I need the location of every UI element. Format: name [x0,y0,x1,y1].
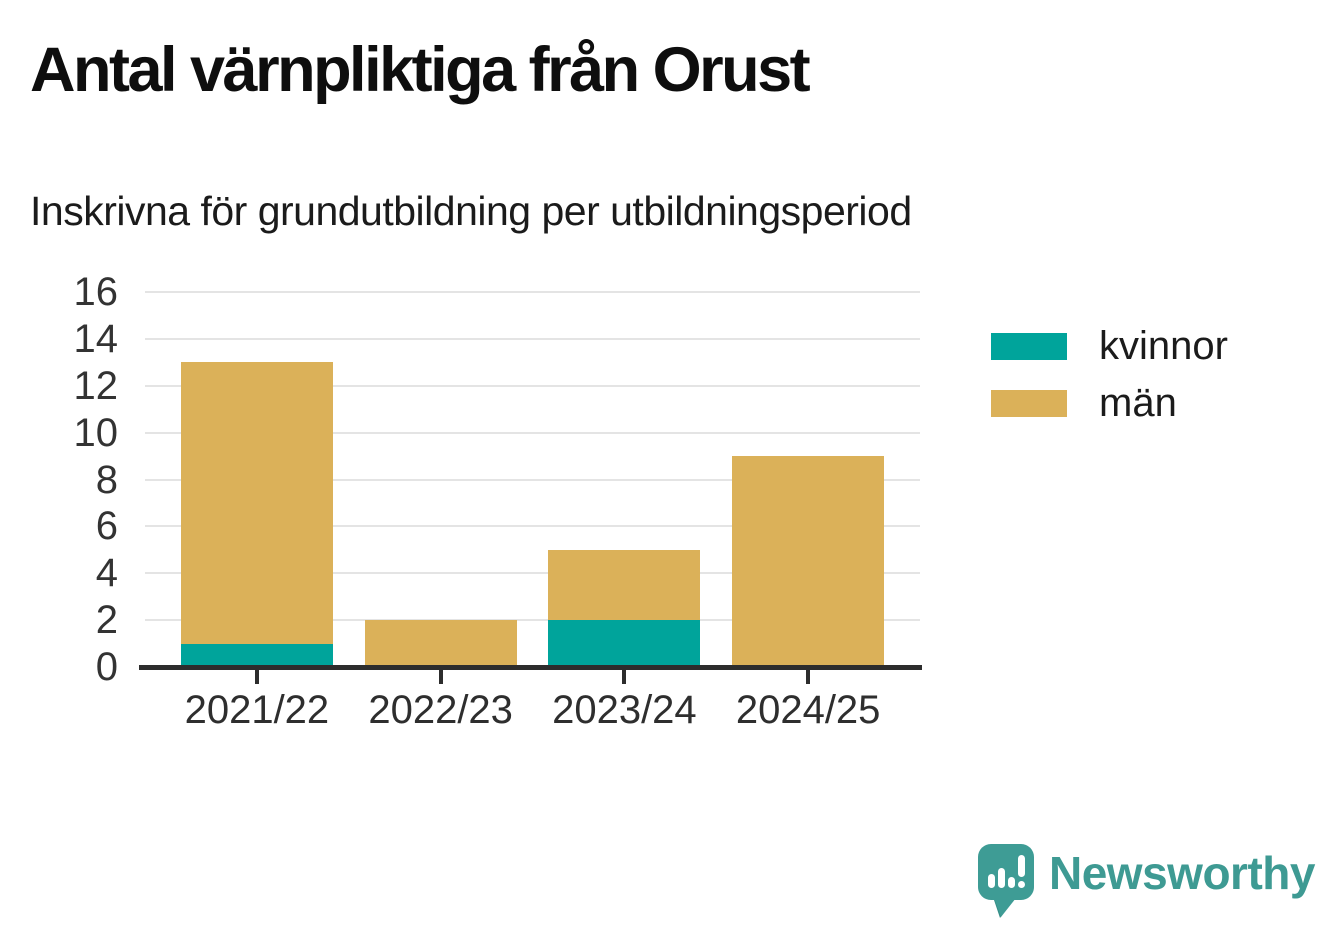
chart-title: Antal värnpliktiga från Orust [30,35,811,105]
newsworthy-logo: Newsworthy [978,844,1315,920]
bar-segment-kvinnor-2021/22 [180,643,333,667]
x-tick-label-2024/25: 2024/25 [735,688,881,732]
x-tick-2021/22 [254,670,259,684]
gridline-16 [145,291,920,293]
legend-label-kvinnor: kvinnor [1099,324,1228,368]
bar-segment-män-2023/24 [548,549,701,621]
gridline-14 [145,337,920,340]
gridline-8 [145,478,920,481]
y-tick-label-8: 8 [95,457,118,502]
gridline-2 [145,619,920,622]
y-tick-label-6: 6 [95,504,118,549]
bar-segment-män-2021/22 [180,362,333,644]
gridline-4 [145,572,920,575]
bar-segment-kvinnor-2023/24 [548,620,701,667]
legend-label-man: män [1099,381,1177,425]
legend-swatch-man [991,390,1067,417]
x-axis-line [139,665,922,670]
gridline-10 [145,431,920,434]
x-tick-label-2023/24: 2023/24 [552,688,697,732]
x-tick-label-2021/22: 2021/22 [184,688,330,732]
bar-segment-män-2022/23 [364,620,517,667]
newsworthy-icon [978,844,1034,918]
gridline-6 [145,525,920,528]
legend-item-man: män [991,381,1228,425]
x-tick-label-2022/23: 2022/23 [368,688,513,732]
bar-segment-män-2024/25 [732,456,885,667]
x-tick-2024/25 [806,670,811,684]
legend-swatch-kvinnor [991,333,1067,360]
y-tick-label-2: 2 [95,598,118,643]
x-tick-2023/24 [622,670,627,684]
x-tick-2022/23 [438,670,443,684]
y-tick-label-12: 12 [73,363,119,408]
chart-subtitle: Inskrivna för grundutbildning per utbild… [30,188,912,234]
newsworthy-wordmark: Newsworthy [1049,847,1315,899]
legend: kvinnor män [991,324,1228,447]
y-tick-label-4: 4 [95,551,118,596]
y-tick-label-10: 10 [73,410,119,455]
y-tick-label-0: 0 [95,645,118,689]
legend-item-kvinnor: kvinnor [991,324,1228,368]
gridline-12 [145,384,920,387]
y-tick-label-14: 14 [73,316,119,361]
y-tick-label-16: 16 [73,270,119,314]
